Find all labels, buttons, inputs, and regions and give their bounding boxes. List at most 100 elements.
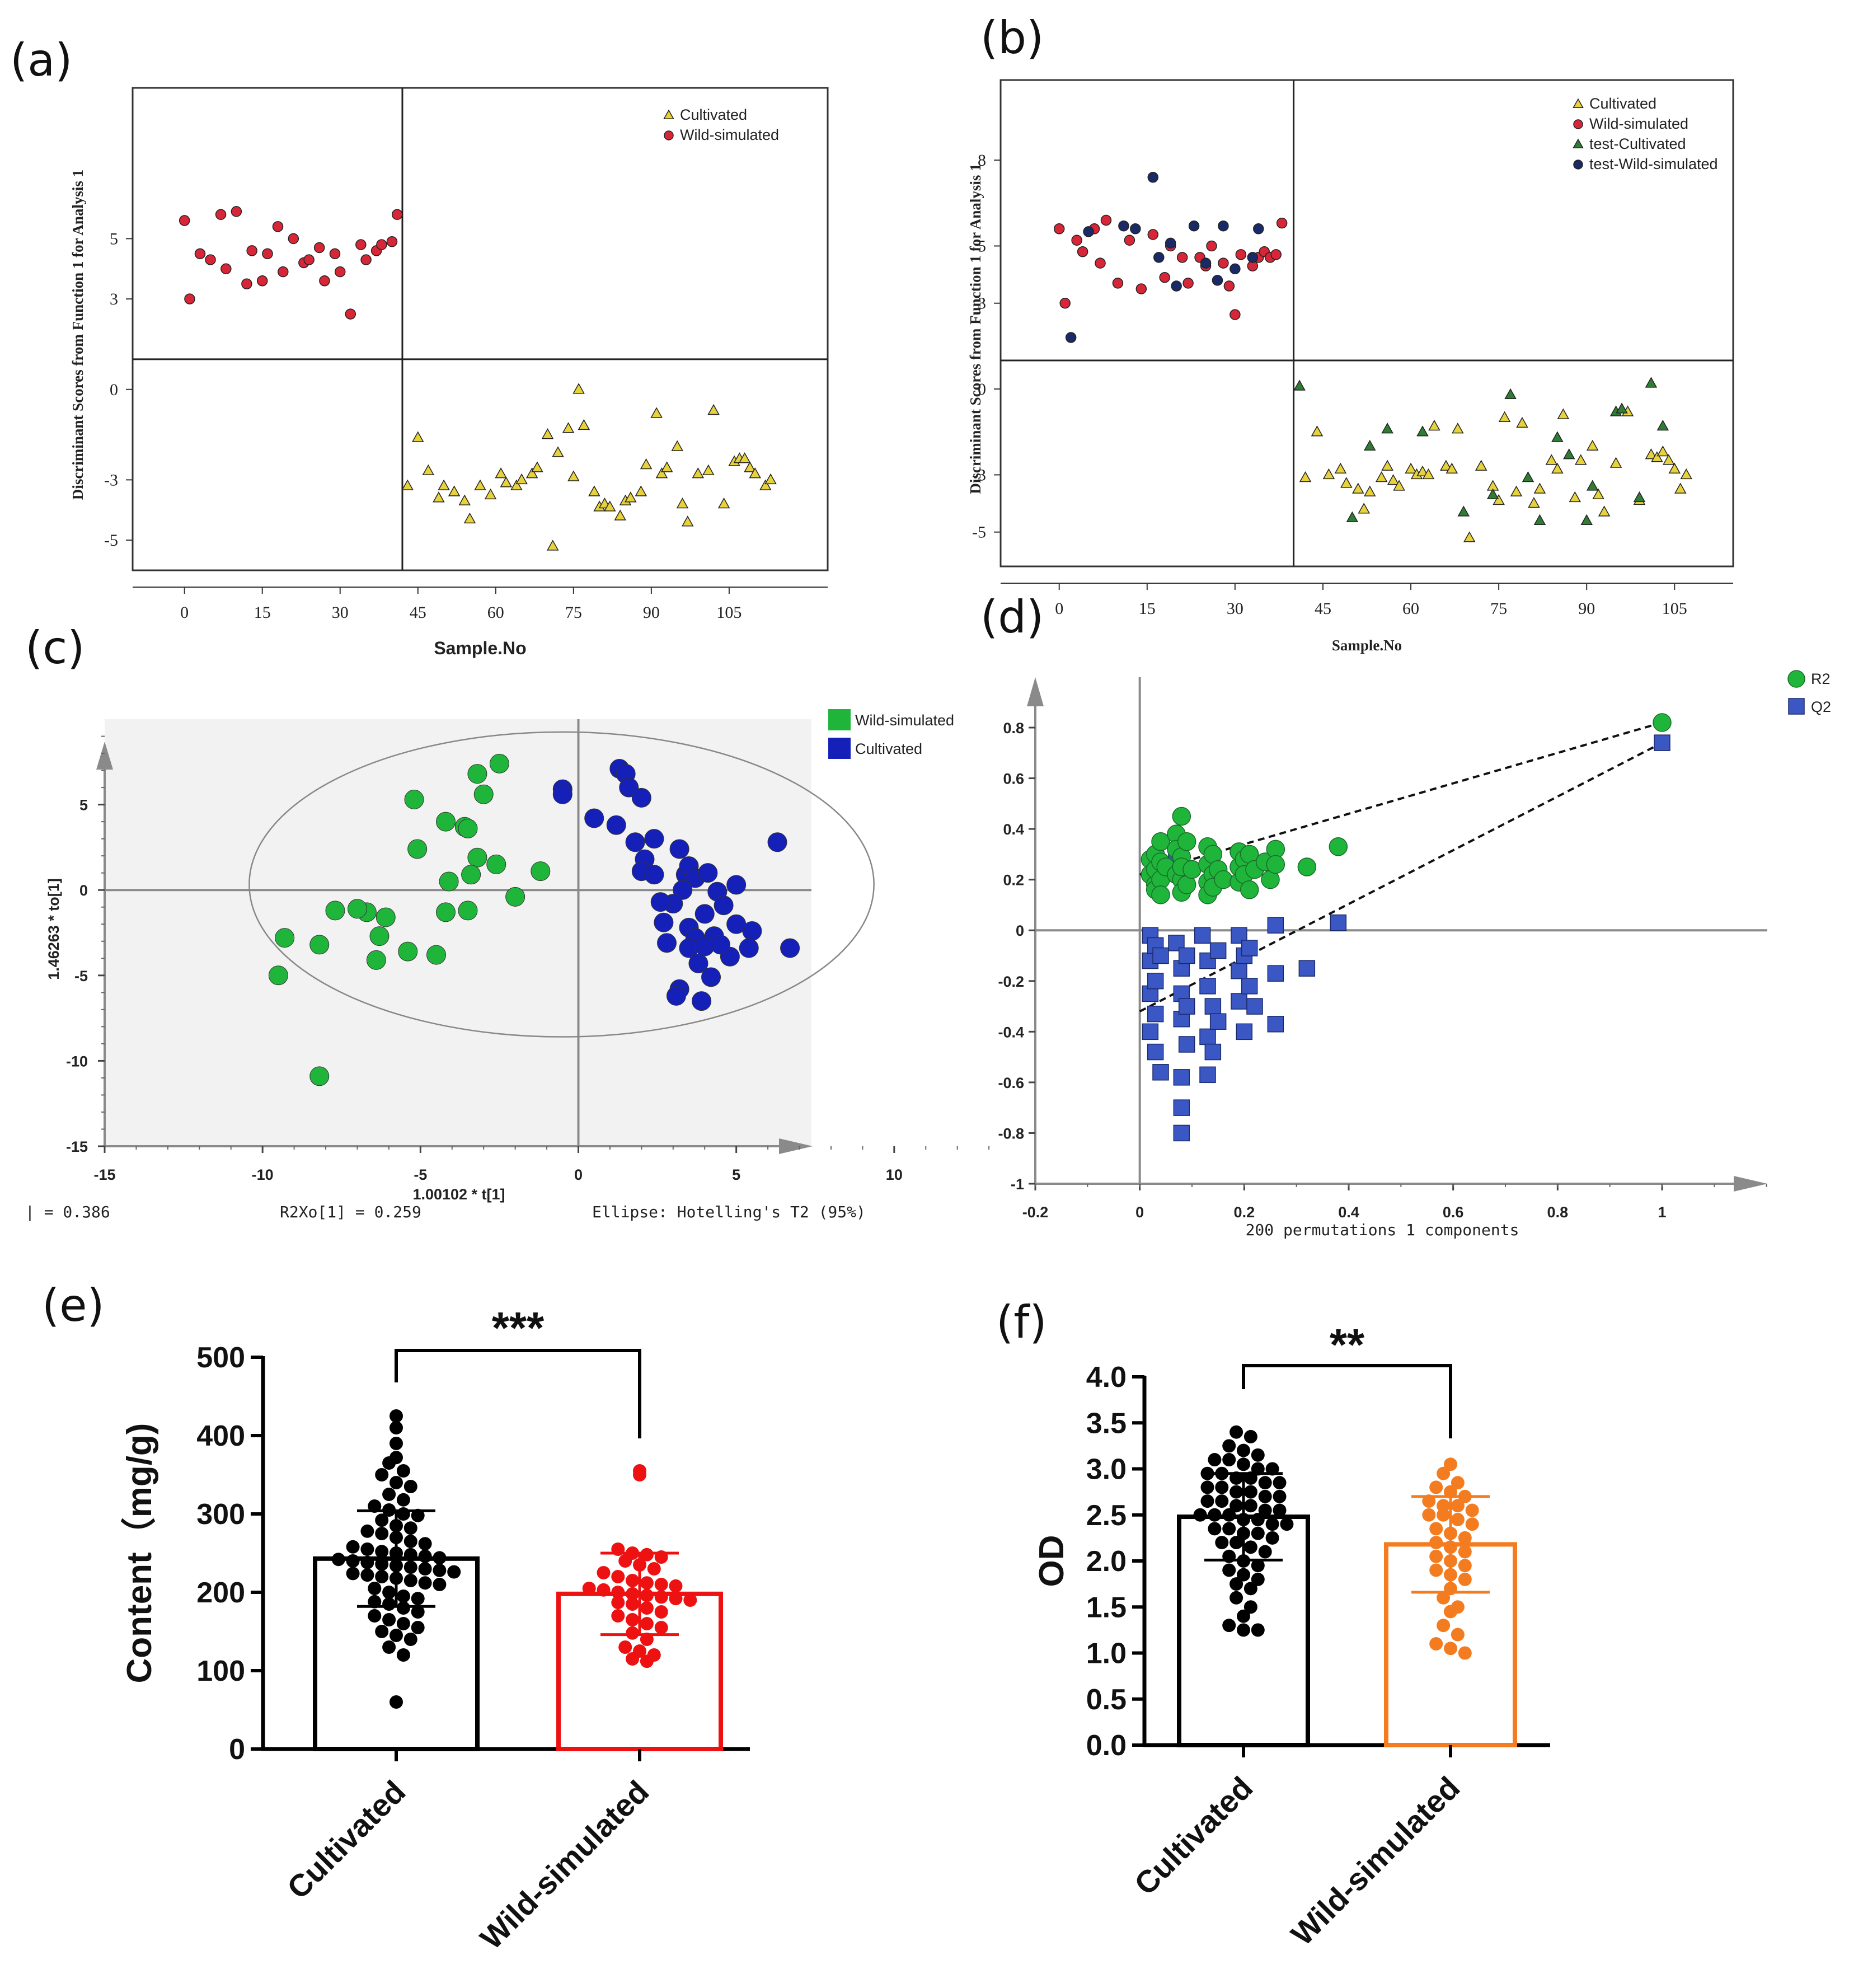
point-cultivated <box>749 467 762 479</box>
point-wild-simulated <box>467 847 487 868</box>
point-wild-simulated <box>1176 252 1188 263</box>
point-cultivated <box>1592 488 1604 499</box>
data-point-cultivated <box>346 1554 360 1568</box>
data-point-wild-simulated <box>640 1588 654 1602</box>
point-wild-simulated <box>1059 297 1071 309</box>
point-wild-simulated <box>1124 235 1135 246</box>
point-wild-simulated <box>1276 217 1288 229</box>
point-cultivated <box>1551 462 1564 473</box>
data-point-cultivated <box>1229 1499 1243 1513</box>
point-wild-simulated <box>1077 246 1088 257</box>
data-point-cultivated <box>403 1633 417 1646</box>
data-point-cultivated <box>389 1476 403 1489</box>
x-tick-label: 0.8 <box>1547 1204 1569 1221</box>
point-q2 <box>1147 1043 1164 1061</box>
data-point-cultivated <box>1222 1619 1236 1633</box>
data-point-cultivated <box>1222 1508 1236 1522</box>
point-test-wild-simulated <box>1247 252 1259 263</box>
data-point-wild-simulated <box>1444 1642 1457 1656</box>
point-q2 <box>1152 1064 1169 1081</box>
point-test-wild-simulated <box>1188 220 1200 232</box>
data-point-wild-simulated <box>669 1592 683 1606</box>
data-point-wild-simulated <box>597 1566 611 1579</box>
data-point-cultivated <box>389 1421 403 1434</box>
point-cultivated <box>702 464 715 475</box>
point-cultivated <box>1428 419 1440 431</box>
point-wild-simulated <box>319 275 330 287</box>
data-point-cultivated <box>382 1613 396 1626</box>
data-point-cultivated <box>403 1560 417 1574</box>
data-point-cultivated <box>396 1464 410 1478</box>
point-r2 <box>1151 832 1170 851</box>
point-q2 <box>1209 942 1227 959</box>
point-cultivated <box>531 461 543 472</box>
point-cultivated <box>515 473 528 485</box>
point-cultivated <box>567 470 580 481</box>
point-cultivated <box>1475 460 1487 471</box>
point-wild-simulated <box>391 209 403 221</box>
x-tick-label: 75 <box>565 603 582 622</box>
point-wild-simulated <box>467 764 487 784</box>
data-point-cultivated <box>433 1578 447 1591</box>
data-point-cultivated <box>1208 1522 1222 1536</box>
data-point-cultivated <box>382 1488 396 1501</box>
y-tick-label: 400 <box>196 1420 245 1452</box>
data-point-cultivated <box>1229 1425 1243 1439</box>
y-tick-label: -0.6 <box>998 1075 1024 1091</box>
data-point-cultivated <box>331 1553 345 1567</box>
point-cultivated <box>1405 462 1417 473</box>
point-cultivated <box>1375 471 1388 482</box>
y-tick-label: 1.5 <box>1086 1591 1127 1624</box>
y-tick-label: 3.5 <box>1086 1407 1127 1440</box>
point-wild-simulated <box>386 236 398 247</box>
point-wild-simulated <box>376 907 396 927</box>
point-cultivated <box>650 407 663 418</box>
significance-stars: ** <box>1330 1320 1365 1370</box>
point-wild-simulated <box>461 865 481 885</box>
point-test-wild-simulated <box>1065 332 1077 343</box>
point-cultivated <box>701 967 721 987</box>
point-cultivated <box>1340 477 1353 488</box>
point-test-cultivated <box>1533 514 1546 525</box>
data-point-cultivated <box>360 1542 374 1556</box>
data-point-cultivated <box>1237 1623 1250 1637</box>
point-cultivated <box>1569 491 1581 503</box>
point-cultivated <box>525 467 538 479</box>
point-wild-simulated <box>231 206 242 217</box>
y-tick-label: -5 <box>104 531 118 550</box>
point-wild-simulated <box>1053 223 1065 235</box>
x-tick-label: 0 <box>1055 599 1063 618</box>
point-wild-simulated <box>278 266 289 278</box>
data-point-wild-simulated <box>647 1562 661 1576</box>
point-wild-simulated <box>505 887 525 907</box>
point-cultivated <box>1381 460 1393 471</box>
x-axis-arrow <box>779 1138 813 1154</box>
legend-marker <box>1573 98 1584 109</box>
point-wild-simulated <box>398 941 418 962</box>
data-point-wild-simulated <box>1458 1572 1472 1586</box>
point-wild-simulated <box>458 901 478 921</box>
data-point-wild-simulated <box>654 1605 668 1619</box>
category-label: Wild-simulated <box>473 1774 656 1956</box>
point-cultivated <box>1609 457 1622 468</box>
point-wild-simulated <box>1182 278 1194 289</box>
point-test-wild-simulated <box>1253 223 1264 235</box>
y-tick-label: -5 <box>74 968 88 984</box>
category-label: Wild-simulated <box>1284 1770 1467 1952</box>
y-tick-label: 0 <box>79 882 88 899</box>
x-tick-label: 0.6 <box>1443 1204 1464 1221</box>
point-cultivated <box>1663 454 1675 465</box>
data-point-wild-simulated <box>1429 1536 1443 1550</box>
point-cultivated <box>640 458 653 470</box>
plot-frame <box>999 79 1734 568</box>
x-tick-label: 60 <box>1402 599 1419 618</box>
data-point-cultivated <box>1258 1545 1272 1559</box>
point-cultivated <box>635 485 647 496</box>
point-r2 <box>1214 870 1233 889</box>
point-test-wild-simulated <box>1218 220 1229 232</box>
data-point-cultivated <box>389 1695 403 1709</box>
point-cultivated <box>1586 439 1599 451</box>
data-point-cultivated <box>360 1568 374 1582</box>
data-point-cultivated <box>433 1563 447 1577</box>
point-wild-simulated <box>347 899 367 919</box>
